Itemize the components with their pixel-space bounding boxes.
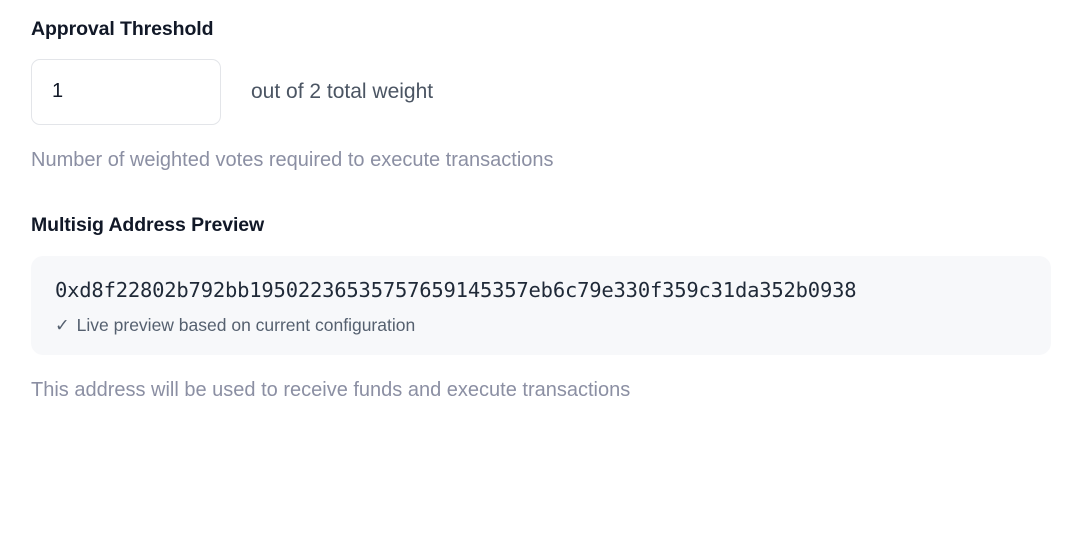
live-preview-note-label: Live preview based on current configurat… [76, 315, 416, 335]
approval-threshold-section: Approval Threshold out of 2 total weight… [31, 0, 1051, 170]
address-preview-section: Multisig Address Preview 0xd8f22802b792b… [31, 213, 1051, 401]
address-preview-helper-text: This address will be used to receive fun… [31, 378, 631, 401]
approval-threshold-label: Approval Threshold [31, 18, 214, 40]
check-icon: ✓ [55, 315, 70, 335]
approval-threshold-helper-text: Number of weighted votes required to exe… [31, 148, 554, 171]
approval-threshold-row: out of 2 total weight [31, 58, 1051, 125]
live-preview-note: ✓ Live preview based on current configur… [55, 315, 1027, 335]
approval-threshold-input[interactable] [31, 58, 221, 125]
address-preview-label: Multisig Address Preview [31, 213, 265, 236]
total-weight-text: out of 2 total weight [251, 80, 434, 103]
multisig-address-value[interactable]: 0xd8f22802b792bb19502236535757659145357e… [55, 278, 857, 302]
address-preview-box: 0xd8f22802b792bb19502236535757659145357e… [31, 256, 1051, 355]
